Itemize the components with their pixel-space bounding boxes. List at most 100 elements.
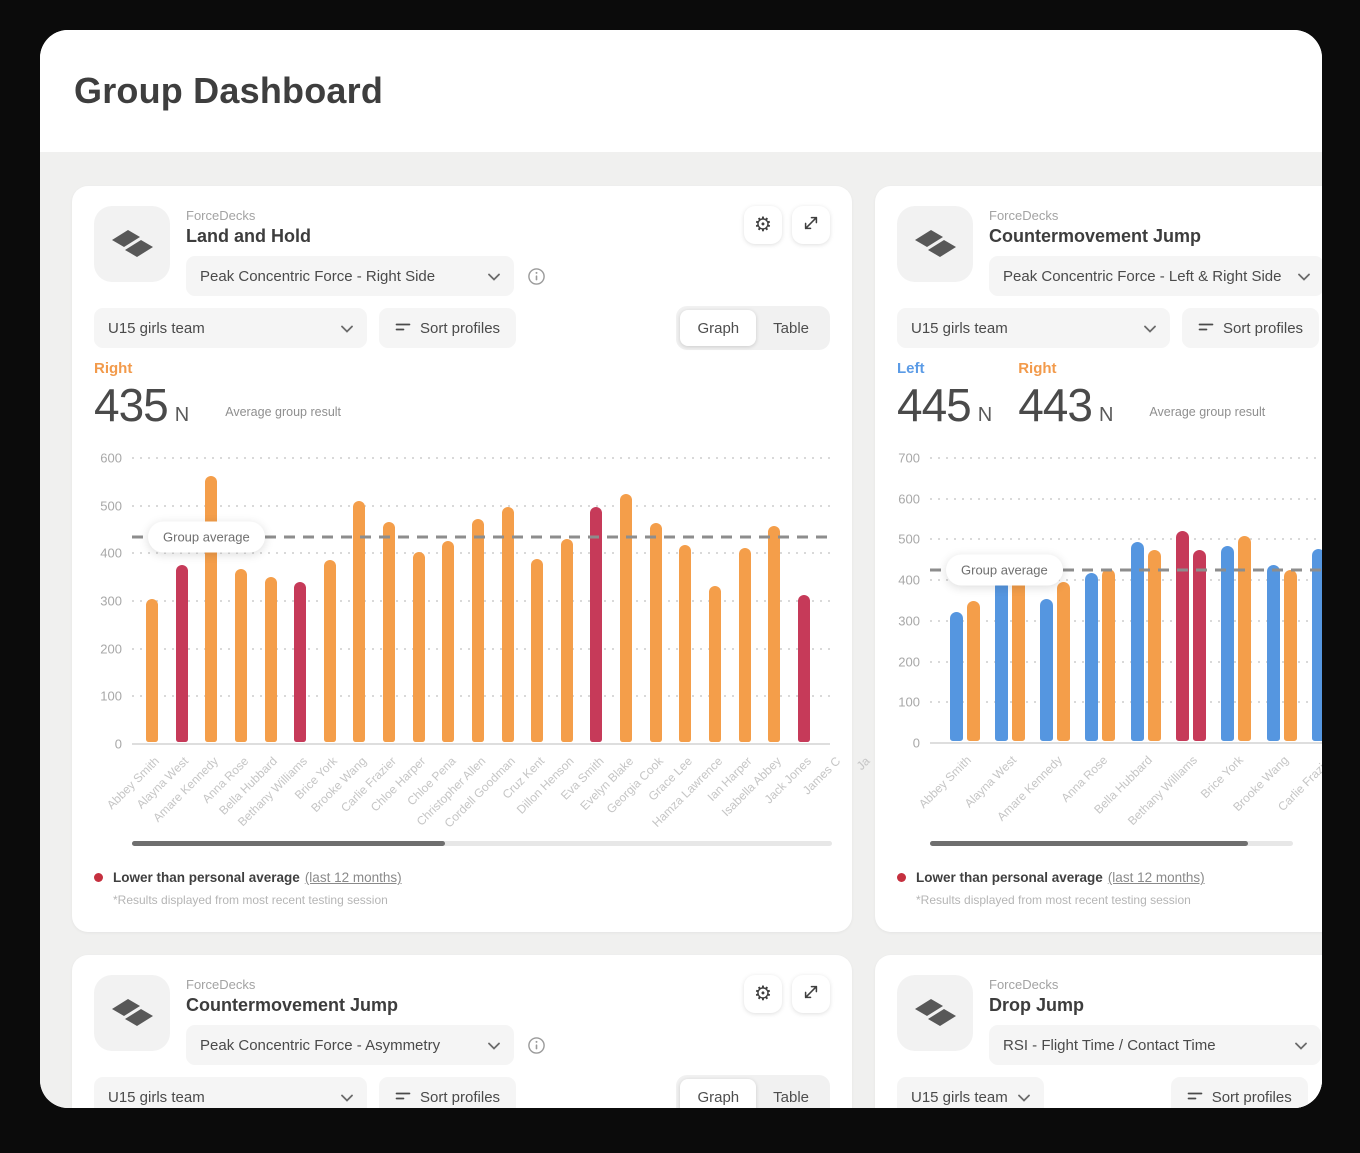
bar-brooke-wang[interactable] bbox=[353, 501, 366, 742]
bar-ian-harper[interactable] bbox=[738, 548, 751, 742]
expand-button[interactable] bbox=[792, 975, 830, 1013]
chart-scrollbar-thumb[interactable] bbox=[132, 841, 445, 846]
sort-profiles-label: Sort profiles bbox=[1211, 1088, 1292, 1106]
metric-select[interactable]: Peak Concentric Force - Left & Right Sid… bbox=[989, 256, 1322, 296]
team-select[interactable]: U15 girls team bbox=[897, 1077, 1044, 1108]
group-result-stats: Right 435 N Average group result bbox=[94, 360, 830, 428]
y-axis-tick: 400 bbox=[898, 572, 920, 588]
chart-scrollbar[interactable] bbox=[930, 841, 1293, 846]
settings-button[interactable]: ⚙ bbox=[744, 206, 782, 244]
x-axis-label: Ian Harper bbox=[704, 754, 755, 804]
x-axis-label: Carlie Frazier bbox=[338, 754, 399, 815]
bar-chloe-pena[interactable] bbox=[442, 540, 455, 742]
metric-select[interactable]: RSI - Flight Time / Contact Time bbox=[989, 1025, 1321, 1065]
legend-period-link[interactable]: (last 12 months) bbox=[1107, 870, 1205, 885]
team-select-value: U15 girls team bbox=[911, 319, 1008, 337]
legend-label: Lower than personal average bbox=[113, 870, 300, 885]
bar-dillon-henson[interactable] bbox=[560, 539, 573, 742]
bar-isabella-abbey[interactable] bbox=[768, 525, 781, 742]
page-header: Group Dashboard bbox=[40, 30, 1322, 152]
bar-amare-kennedy[interactable] bbox=[205, 476, 218, 742]
info-icon[interactable] bbox=[528, 267, 545, 285]
bar-eva-smith[interactable] bbox=[590, 506, 603, 742]
x-axis-label: Anna Rose bbox=[1057, 753, 1110, 805]
gridline bbox=[930, 497, 1322, 500]
bar-carlie-frazier[interactable] bbox=[1311, 548, 1322, 741]
bar-abbey-smith[interactable] bbox=[949, 611, 963, 741]
bar-bethany-williams[interactable] bbox=[1193, 550, 1206, 741]
x-axis-label: Eva Smith bbox=[557, 754, 607, 803]
bar-amare-kennedy[interactable] bbox=[1040, 598, 1054, 741]
bar-bethany-williams[interactable] bbox=[294, 581, 307, 742]
dashboard-content: ForceDecks Land and Hold Peak Concentric… bbox=[40, 152, 1322, 1108]
bar-bethany-williams[interactable] bbox=[1176, 530, 1189, 741]
bar-anna-rose[interactable] bbox=[1085, 572, 1099, 741]
table-tab[interactable]: Table bbox=[773, 1088, 809, 1106]
y-axis-tick: 100 bbox=[100, 688, 122, 704]
gridline bbox=[930, 660, 1322, 663]
graph-tab[interactable]: Graph bbox=[680, 1079, 757, 1108]
stat-caption: Average group result bbox=[225, 405, 342, 419]
team-select[interactable]: U15 girls team bbox=[897, 308, 1170, 348]
bar-abbey-smith[interactable] bbox=[966, 600, 980, 741]
bar-chart-countermovement-jump: 0 100 200 300 400 500 600 700 Abbey Smith Alayna … bbox=[875, 186, 1322, 932]
bar-anna-rose[interactable] bbox=[1102, 568, 1116, 741]
bar-abbey-smith[interactable] bbox=[146, 599, 158, 742]
sort-profiles-button[interactable]: Sort profiles bbox=[379, 1077, 517, 1108]
bar-cordell-goodman[interactable] bbox=[501, 506, 514, 742]
x-axis-label: Alayna West bbox=[961, 753, 1020, 811]
bar-carlie-frazier[interactable] bbox=[383, 521, 396, 742]
table-tab[interactable]: Table bbox=[773, 319, 809, 337]
x-axis-label: Christopher Allen bbox=[413, 754, 488, 829]
info-icon[interactable] bbox=[528, 1036, 545, 1054]
stat-value: 445 N bbox=[897, 379, 993, 431]
bar-christopher-allen[interactable] bbox=[471, 518, 484, 742]
card-titles: ForceDecks Drop Jump RSI - Flight Time /… bbox=[989, 975, 1321, 1065]
bar-georgia-cook[interactable] bbox=[649, 522, 662, 742]
card-titles: ForceDecks Countermovement Jump Peak Con… bbox=[186, 975, 545, 1065]
bar-anna-rose[interactable] bbox=[234, 568, 247, 742]
bar-brice-york[interactable] bbox=[1221, 545, 1235, 741]
bar-chloe-harper[interactable] bbox=[412, 552, 425, 742]
bar-hamza-lawrence[interactable] bbox=[708, 586, 721, 742]
sort-profiles-button[interactable]: Sort profiles bbox=[1170, 1077, 1308, 1108]
bar-bella-hubbard[interactable] bbox=[1147, 550, 1161, 741]
x-axis-label: James C bbox=[800, 754, 844, 798]
bar-alayna-west[interactable] bbox=[1011, 579, 1025, 741]
team-select[interactable]: U15 girls team bbox=[94, 1077, 367, 1108]
bar-brooke-wang[interactable] bbox=[1283, 570, 1297, 741]
sort-profiles-button[interactable]: Sort profiles bbox=[379, 308, 517, 348]
card-controls: U15 girls team Sort profiles Graph Table bbox=[94, 306, 830, 350]
stat-value: 443 N bbox=[1018, 379, 1114, 431]
bar-evelyn-blake[interactable] bbox=[620, 493, 633, 742]
bar-brice-york[interactable] bbox=[1238, 535, 1252, 741]
bar-jack-jones[interactable] bbox=[797, 595, 810, 742]
bar-bella-hubbard[interactable] bbox=[264, 577, 277, 742]
gridline bbox=[930, 742, 1322, 744]
settings-button[interactable]: ⚙ bbox=[744, 975, 782, 1013]
bar-bella-hubbard[interactable] bbox=[1130, 541, 1144, 741]
stat-label-right: Right bbox=[1018, 360, 1057, 377]
legend-period-link[interactable]: (last 12 months) bbox=[304, 870, 402, 885]
chart-scrollbar-thumb[interactable] bbox=[930, 841, 1248, 846]
y-axis-tick: 0 bbox=[114, 736, 122, 752]
bar-brooke-wang[interactable] bbox=[1266, 565, 1280, 741]
metric-select-value: Peak Concentric Force - Left & Right Sid… bbox=[1003, 267, 1282, 285]
forcedecks-icon bbox=[94, 206, 170, 282]
team-select-value: U15 girls team bbox=[911, 1088, 1008, 1106]
bar-cruz-kent[interactable] bbox=[531, 559, 544, 742]
bar-grace-lee[interactable] bbox=[679, 544, 692, 742]
team-select[interactable]: U15 girls team bbox=[94, 308, 367, 348]
expand-button[interactable] bbox=[792, 206, 830, 244]
metric-select[interactable]: Peak Concentric Force - Right Side bbox=[186, 256, 514, 296]
metric-select[interactable]: Peak Concentric Force - Asymmetry bbox=[186, 1025, 514, 1065]
bar-alayna-west[interactable] bbox=[994, 579, 1008, 741]
bar-alayna-west[interactable] bbox=[175, 564, 188, 742]
sort-profiles-button[interactable]: Sort profiles bbox=[1182, 308, 1320, 348]
chart-scrollbar[interactable] bbox=[132, 841, 832, 846]
bar-amare-kennedy[interactable] bbox=[1057, 581, 1071, 741]
graph-tab[interactable]: Graph bbox=[680, 310, 757, 346]
bar-brice-york[interactable] bbox=[323, 560, 336, 742]
forcedecks-icon bbox=[897, 975, 973, 1051]
expand-icon bbox=[802, 983, 820, 1006]
